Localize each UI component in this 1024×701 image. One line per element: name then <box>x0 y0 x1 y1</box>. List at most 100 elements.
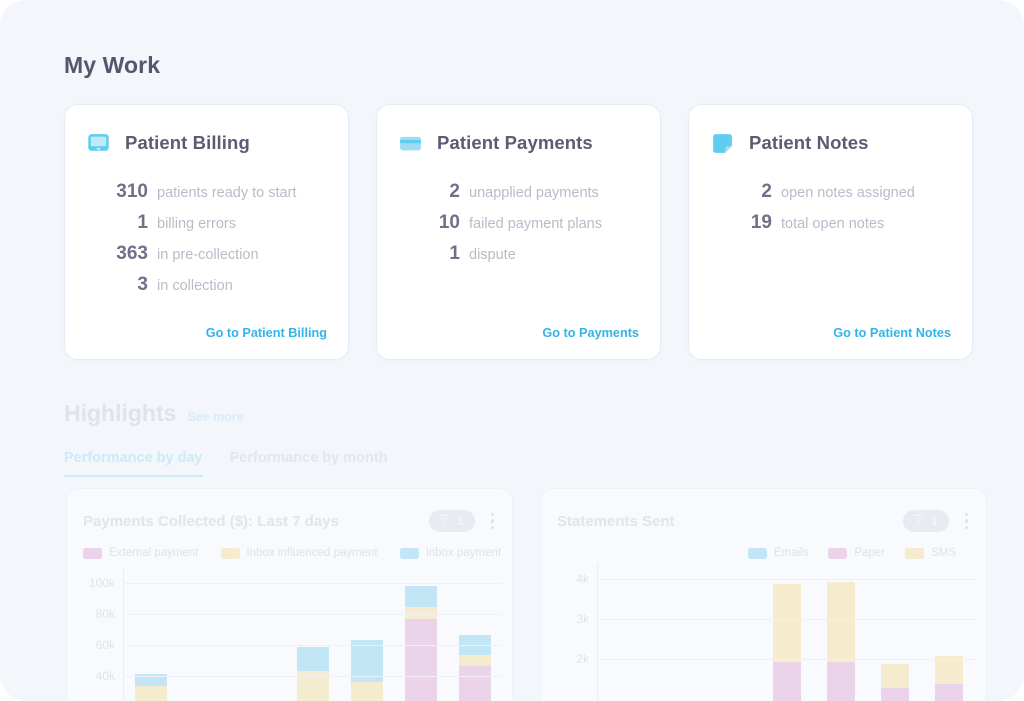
card-title: Patient Notes <box>749 132 869 153</box>
bar-segment <box>827 662 855 701</box>
highlights-title: Highlights <box>64 400 177 426</box>
card-title: Patient Billing <box>125 132 250 153</box>
legend-label: Paper <box>854 547 886 559</box>
filter-button[interactable]: 1 <box>903 510 949 532</box>
stat-value: 10 <box>438 212 460 233</box>
bar-segment <box>350 681 384 701</box>
card-stat-row: 1 dispute <box>398 243 639 265</box>
bar-segment <box>134 686 168 701</box>
my-work-card: Patient Billing 310 patients ready to star… <box>64 104 349 360</box>
stat-value: 2 <box>449 181 460 202</box>
stat-value: 1 <box>137 212 148 233</box>
bar-segment <box>296 647 330 671</box>
panel-tools: 1 <box>903 510 970 532</box>
bar-segment <box>881 688 909 701</box>
chart-bars <box>598 563 976 701</box>
card-stat-row: 2 open notes assigned <box>710 181 951 203</box>
tab-performance-by-month[interactable]: Performance by month <box>229 450 388 466</box>
chart-panel-list: Payments Collected ($): Last 7 days 1 Exte… <box>66 488 987 701</box>
stat-label: total open notes <box>781 216 885 232</box>
bar-segment <box>296 670 330 701</box>
my-work-card-list: Patient Billing 310 patients ready to star… <box>64 104 973 360</box>
y-axis-tick: 100k <box>88 575 115 590</box>
legend-swatch <box>828 547 848 559</box>
card-header: Patient Notes <box>710 127 951 159</box>
chart-bar[interactable] <box>458 634 492 701</box>
chart-bar[interactable] <box>134 673 168 701</box>
filter-button[interactable]: 1 <box>429 510 475 532</box>
stat-label: billing errors <box>157 216 236 232</box>
kebab-menu-icon[interactable] <box>963 511 970 531</box>
chart-bar[interactable] <box>935 656 963 701</box>
chart-bar[interactable] <box>773 584 801 701</box>
y-axis: 2k 3k 4k <box>557 563 597 701</box>
card-stat-row: 19 total open notes <box>710 212 951 234</box>
filter-icon <box>912 512 925 530</box>
legend-item: External payment <box>83 547 199 559</box>
tab-performance-by-day[interactable]: Performance by day <box>64 450 203 477</box>
y-axis-tick: 80k <box>95 606 115 621</box>
stat-label: dispute <box>469 247 516 263</box>
card-header: Patient Billing <box>86 127 327 159</box>
card-stat-row: 10 failed payment plans <box>398 212 639 234</box>
highlights-tabs: Performance by day Performance by month <box>64 450 388 477</box>
card-stat-row: 1 billing errors <box>86 212 327 234</box>
legend-swatch <box>83 547 102 559</box>
stat-label: failed payment plans <box>469 216 602 232</box>
chart-bar[interactable] <box>296 647 330 701</box>
chart-bar[interactable] <box>350 639 384 701</box>
card-cta-link[interactable]: Go to Patient Notes <box>833 326 951 340</box>
card-stat-row: 310 patients ready to start <box>86 181 327 203</box>
chart-bar[interactable] <box>881 664 909 701</box>
chart-plot-area: 40k 60k 80k 100k <box>83 567 502 701</box>
legend-swatch <box>747 547 767 559</box>
y-axis-tick: 3k <box>576 612 589 626</box>
bar-segment <box>458 634 492 656</box>
chart-bars <box>124 567 502 701</box>
stat-value: 363 <box>116 243 148 264</box>
stat-value: 19 <box>750 212 772 233</box>
card-stat-row: 363 in pre-collection <box>86 243 327 265</box>
bar-segment <box>404 606 438 620</box>
panel-tools: 1 <box>429 510 496 532</box>
see-more-link[interactable]: See more <box>187 410 244 424</box>
stat-label: patients ready to start <box>157 185 297 201</box>
credit-card-icon <box>398 131 423 156</box>
panel-header: Payments Collected ($): Last 7 days 1 <box>83 509 496 533</box>
chart-panel: Payments Collected ($): Last 7 days 1 Exte… <box>66 488 513 701</box>
card-stat-row: 2 unapplied payments <box>398 181 639 203</box>
monitor-icon <box>86 131 111 156</box>
page-title: My Work <box>64 52 161 78</box>
bar-segment <box>935 656 963 684</box>
stat-label: in collection <box>157 278 233 294</box>
card-cta-link[interactable]: Go to Patient Billing <box>205 326 327 340</box>
y-axis-tick: 2k <box>576 652 589 666</box>
bar-segment <box>458 655 492 667</box>
chart-panel: Statements Sent 1 Emails Paper SMS 2k 3k 4k <box>540 488 987 701</box>
stat-label: in pre-collection <box>157 247 259 263</box>
stat-value: 310 <box>116 181 148 202</box>
card-cta-link[interactable]: Go to Payments <box>542 326 639 340</box>
filter-count: 1 <box>931 514 938 528</box>
chart-bar[interactable] <box>404 586 438 701</box>
bar-segment <box>350 639 384 682</box>
y-axis-tick: 4k <box>576 572 589 586</box>
y-axis: 40k 60k 80k 100k <box>83 567 123 701</box>
chart-legend: External payment Inbox influenced payment… <box>83 547 501 559</box>
chart-bar[interactable] <box>827 582 855 701</box>
card-stat-row: 3 in collection <box>86 274 327 296</box>
grid-line <box>597 659 976 660</box>
grid-line <box>123 582 502 584</box>
y-axis-line <box>597 563 598 701</box>
card-title: Patient Payments <box>437 132 593 153</box>
legend-label: Inbox payment <box>425 547 501 559</box>
card-stat-list: 2 unapplied payments 10 failed payment plan… <box>398 181 639 265</box>
legend-label: SMS <box>931 547 956 559</box>
y-axis-tick: 40k <box>95 669 115 684</box>
stat-value: 1 <box>449 243 460 264</box>
grid-line <box>123 645 502 647</box>
card-stat-list: 2 open notes assigned 19 total open notes <box>710 181 951 234</box>
grid-line <box>123 613 502 615</box>
kebab-menu-icon[interactable] <box>489 511 496 531</box>
